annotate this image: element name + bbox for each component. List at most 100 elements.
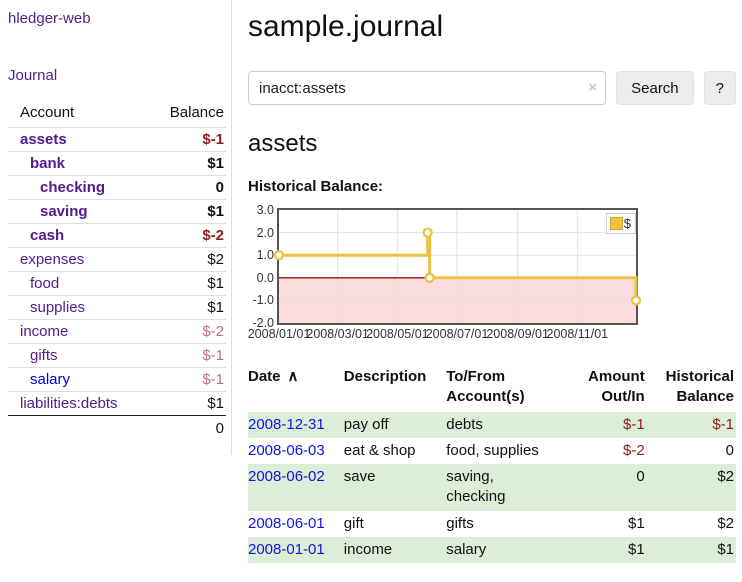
historical-balance-chart: 3.0 2.0 1.0 0.0 -1.0 -2.0 $ 2008/01/01 2008/03… bbox=[247, 203, 736, 348]
account-row: saving $1 bbox=[8, 199, 226, 223]
transaction-amount: $1 bbox=[628, 540, 645, 558]
balance-column-header: Balance bbox=[169, 104, 224, 121]
x-axis-tick-label: 2008/05/01 bbox=[366, 327, 429, 341]
account-link-supplies[interactable]: supplies bbox=[30, 299, 86, 316]
transaction-date-link[interactable]: 2008-06-01 bbox=[248, 514, 325, 532]
register-row: 2008-06-03 eat & shop food, supplies $-2 0 bbox=[248, 438, 736, 464]
account-link-bank[interactable]: bank bbox=[30, 155, 66, 172]
account-balance: $-1 bbox=[202, 131, 224, 148]
transaction-date-link[interactable]: 2008-06-02 bbox=[248, 468, 325, 486]
register-row: 2008-06-01 gift gifts $1 $2 bbox=[248, 511, 736, 537]
transaction-accounts: salary bbox=[446, 540, 487, 558]
legend-swatch-icon bbox=[609, 217, 623, 230]
account-balance: $2 bbox=[207, 251, 224, 268]
account-link-expenses[interactable]: expenses bbox=[20, 251, 85, 268]
transaction-accounts: food, supplies bbox=[446, 441, 539, 459]
account-row: assets $-1 bbox=[8, 127, 226, 151]
accounts-table: Account Balance assets $-1 bank $1 checking 0… bbox=[8, 100, 226, 441]
account-balance: $-1 bbox=[202, 347, 224, 364]
transaction-amount: $1 bbox=[628, 514, 645, 532]
account-row: gifts $-1 bbox=[8, 343, 226, 367]
app-title-link[interactable]: hledger-web bbox=[8, 10, 91, 27]
account-link-liabilities-debts[interactable]: liabilities:debts bbox=[20, 395, 118, 412]
transaction-balance: $-1 bbox=[712, 415, 734, 433]
transaction-balance: $1 bbox=[717, 540, 734, 558]
x-axis-tick-label: 2008/03/01 bbox=[306, 327, 369, 341]
account-balance: $1 bbox=[207, 299, 224, 316]
account-link-saving[interactable]: saving bbox=[40, 203, 88, 220]
transaction-description: eat & shop bbox=[343, 441, 416, 459]
transaction-amount: 0 bbox=[636, 468, 645, 486]
y-axis-tick-label: 1.0 bbox=[256, 248, 274, 263]
account-row: income $-2 bbox=[8, 319, 226, 343]
account-heading: assets bbox=[248, 130, 318, 157]
transaction-amount: $-1 bbox=[623, 415, 645, 433]
register-row: 2008-12-31 pay off debts $-1 $-1 bbox=[248, 411, 736, 438]
accounts-total-value: 0 bbox=[215, 420, 224, 437]
transaction-description: pay off bbox=[343, 415, 389, 433]
register-col-header-accounts: To/From Account(s) bbox=[446, 368, 525, 405]
transaction-date-link[interactable]: 2008-06-03 bbox=[248, 441, 325, 459]
accounts-table-header: Account Balance bbox=[8, 100, 226, 127]
y-axis-tick-label: 3.0 bbox=[256, 203, 274, 217]
clear-search-icon[interactable]: × bbox=[588, 79, 598, 96]
help-button[interactable]: ? bbox=[703, 71, 736, 105]
transaction-accounts: gifts bbox=[446, 514, 474, 532]
transaction-balance: $2 bbox=[717, 468, 734, 486]
account-row: cash $-2 bbox=[8, 223, 226, 247]
transaction-description: income bbox=[343, 540, 393, 558]
account-column-header: Account bbox=[20, 104, 75, 121]
account-link-cash[interactable]: cash bbox=[30, 227, 65, 244]
register-row: 2008-06-02 save saving, checking 0 $2 bbox=[248, 464, 736, 511]
account-row: bank $1 bbox=[8, 151, 226, 175]
y-axis-tick-label: 0.0 bbox=[256, 270, 274, 285]
account-balance: 0 bbox=[215, 179, 224, 196]
account-link-assets[interactable]: assets bbox=[20, 131, 67, 148]
x-axis-tick-label: 2008/01/01 bbox=[247, 327, 311, 341]
account-link-gifts[interactable]: gifts bbox=[30, 347, 58, 364]
account-link-food[interactable]: food bbox=[30, 275, 60, 292]
transaction-description: gift bbox=[343, 514, 364, 532]
account-balance: $1 bbox=[207, 155, 224, 172]
account-balance: $-1 bbox=[202, 371, 224, 388]
register-col-header-date[interactable]: Date ∧ bbox=[248, 368, 299, 385]
transaction-accounts: debts bbox=[446, 415, 483, 433]
account-balance: $1 bbox=[207, 203, 224, 220]
sidebar-item-journal[interactable]: Journal bbox=[8, 67, 58, 84]
y-axis-tick-label: -2.0 bbox=[252, 316, 274, 330]
x-axis-tick-label: 2008/11/01 bbox=[546, 327, 609, 341]
account-link-checking[interactable]: checking bbox=[40, 179, 106, 196]
hledger-web-page: hledger-web Journal Account Balance asse… bbox=[0, 0, 742, 564]
register-col-header-description[interactable]: Description bbox=[343, 368, 427, 385]
y-axis-tick-label: -1.0 bbox=[252, 293, 274, 308]
account-link-salary[interactable]: salary bbox=[30, 371, 71, 388]
chart-title: Historical Balance: bbox=[248, 178, 384, 195]
account-row: food $1 bbox=[8, 271, 226, 295]
register-header-row: Date ∧ Description To/From Account(s) Amount O… bbox=[248, 364, 736, 412]
account-row: checking 0 bbox=[8, 175, 226, 199]
register-table: Date ∧ Description To/From Account(s) Amount O… bbox=[248, 364, 736, 564]
account-link-income[interactable]: income bbox=[20, 323, 69, 340]
register-col-header-amount[interactable]: Amount Out/In bbox=[588, 368, 645, 405]
account-balance: $-2 bbox=[202, 323, 224, 340]
search-input[interactable] bbox=[248, 71, 607, 105]
account-balance: $1 bbox=[207, 275, 224, 292]
account-row: salary $-1 bbox=[8, 367, 226, 391]
x-axis-tick-label: 2008/09/01 bbox=[486, 327, 549, 341]
search-bar: × Search ? bbox=[248, 71, 736, 105]
transaction-balance: 0 bbox=[725, 441, 734, 459]
accounts-total-row: 0 bbox=[8, 415, 226, 441]
chart-canvas bbox=[273, 210, 642, 323]
account-balance: $1 bbox=[207, 395, 224, 412]
search-button[interactable]: Search bbox=[616, 71, 694, 105]
register-row: 2008-01-01 income salary $1 $1 bbox=[248, 536, 736, 564]
sidebar: hledger-web Journal Account Balance asse… bbox=[0, 0, 232, 455]
transaction-date-link[interactable]: 2008-12-31 bbox=[248, 415, 325, 433]
transaction-balance: $2 bbox=[717, 514, 734, 532]
account-row: liabilities:debts $1 bbox=[8, 391, 226, 415]
account-row: expenses $2 bbox=[8, 247, 226, 271]
account-balance: $-2 bbox=[202, 227, 224, 244]
main-content: sample.journal × Search ? assets Histori… bbox=[232, 0, 742, 564]
transaction-date-link[interactable]: 2008-01-01 bbox=[248, 540, 325, 558]
x-axis-tick-label: 2008/07/01 bbox=[425, 327, 489, 341]
